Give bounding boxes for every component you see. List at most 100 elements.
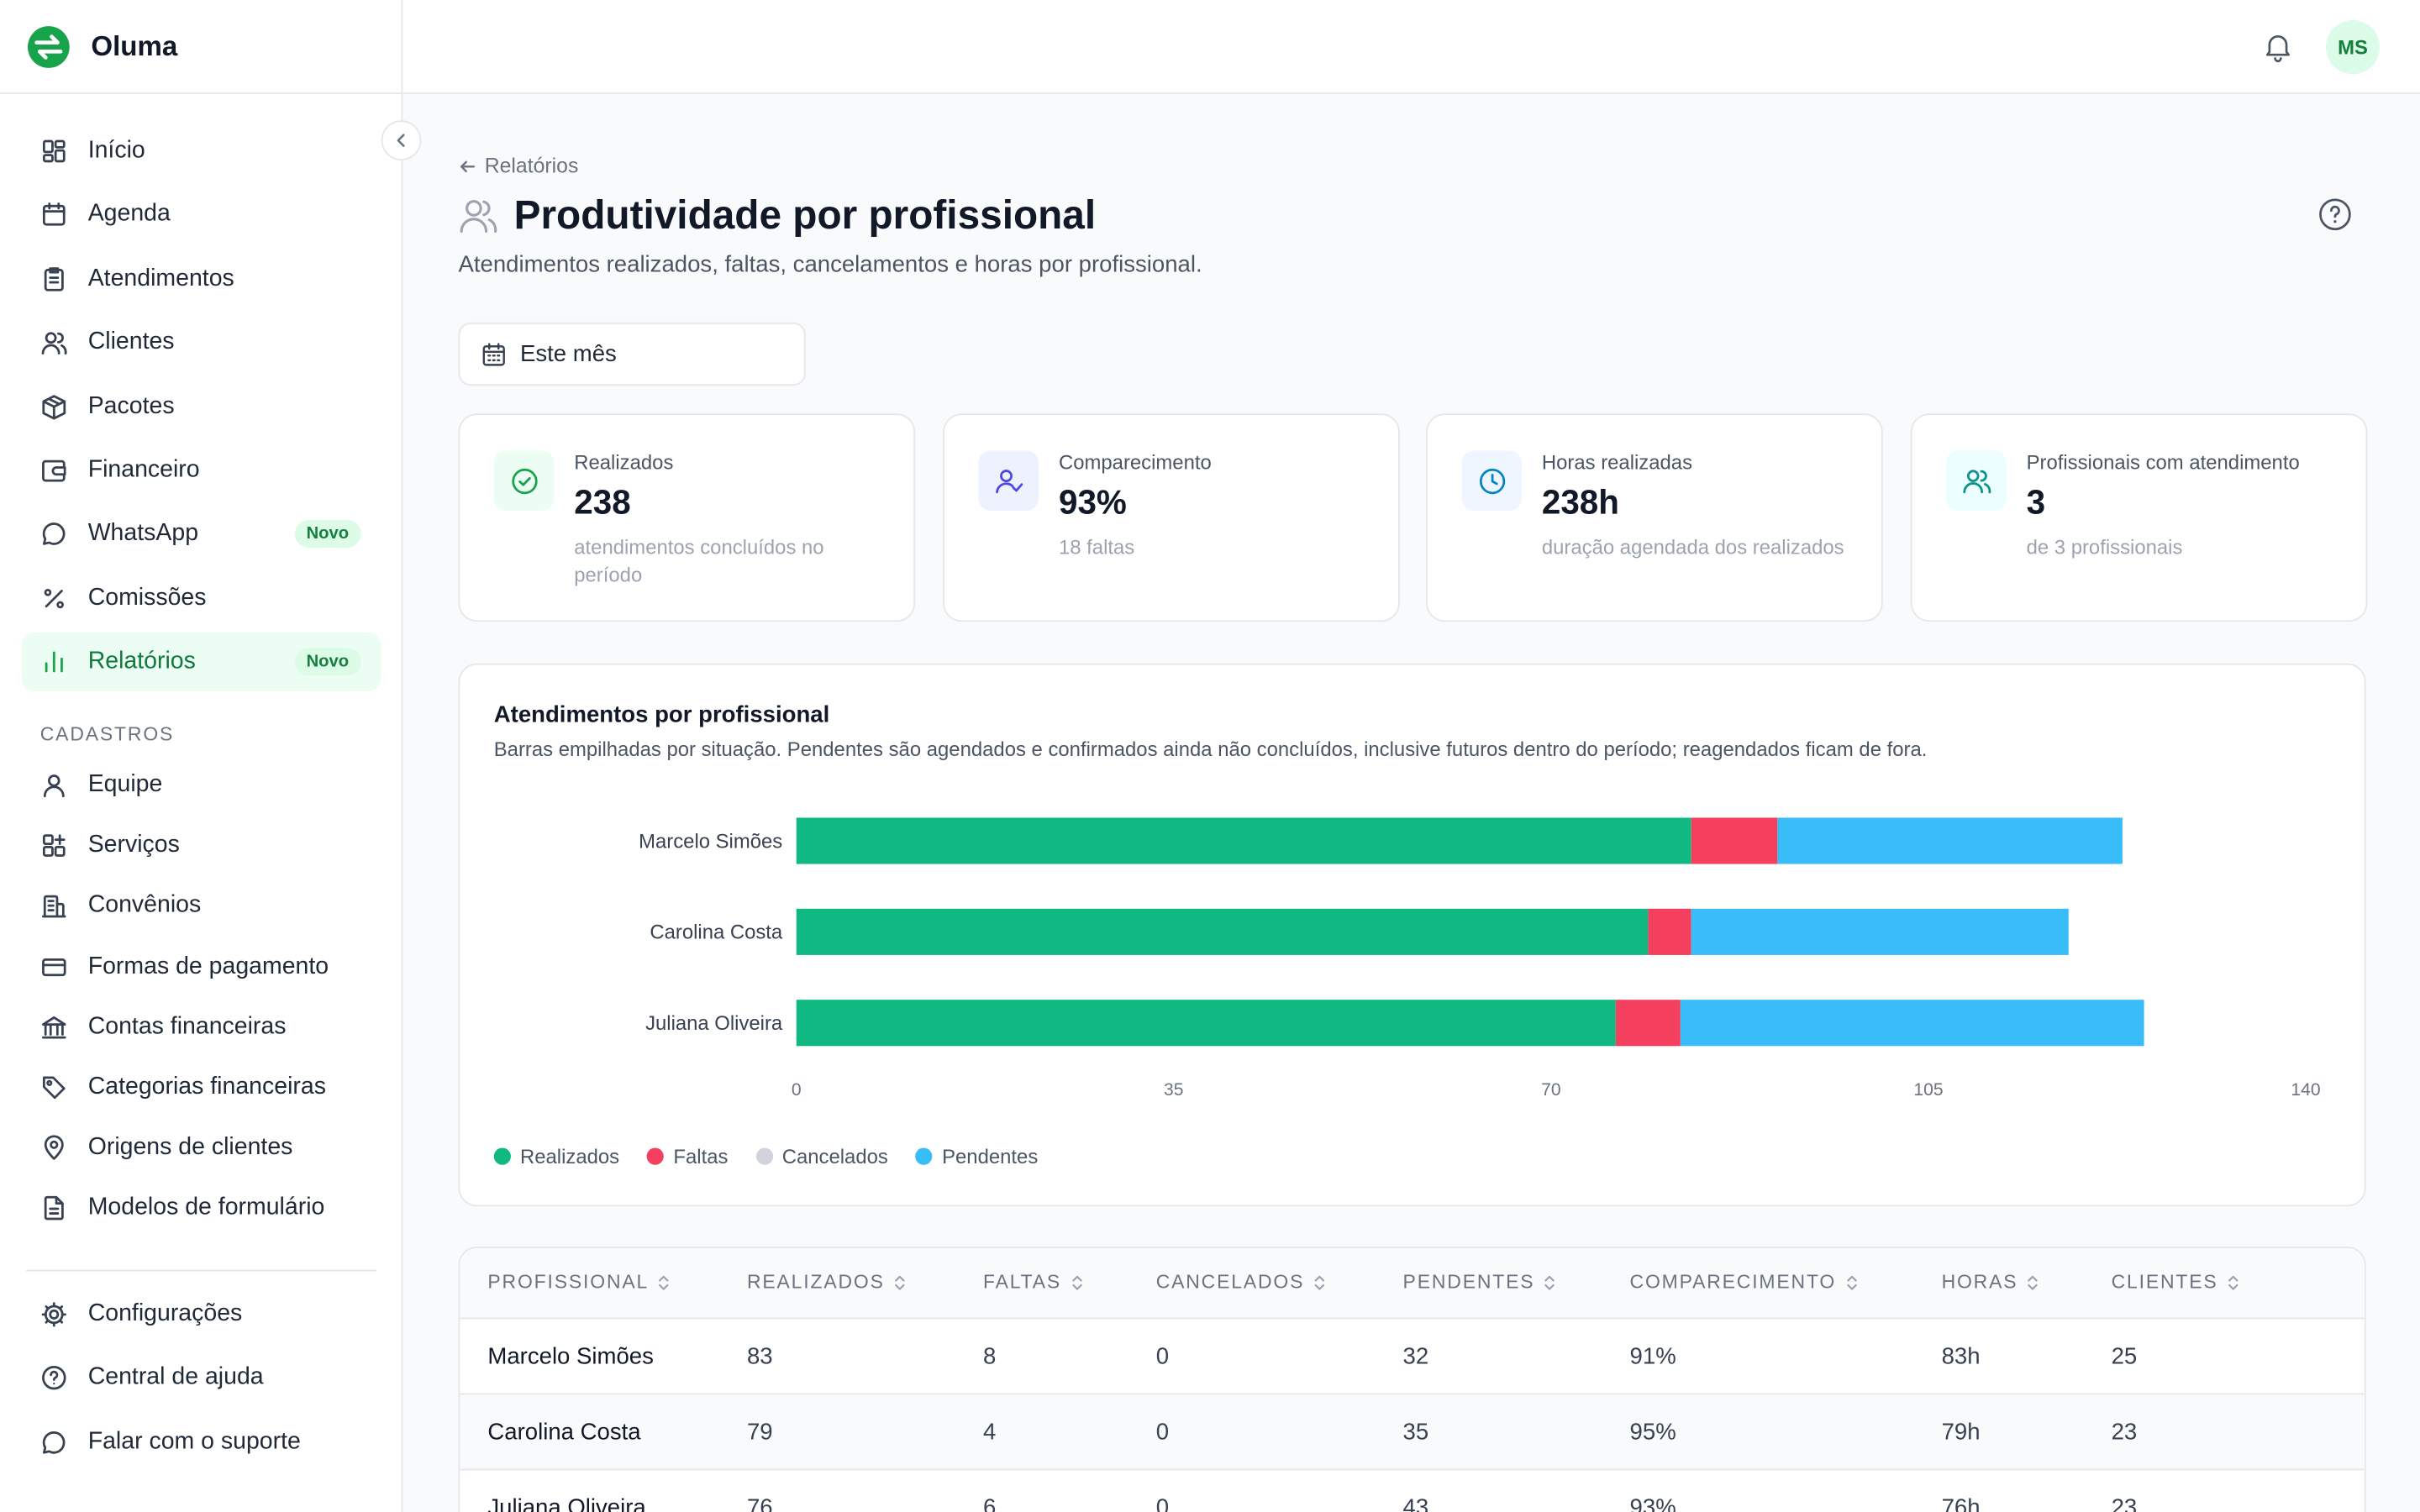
kpi-sub: de 3 profissionais bbox=[2026, 535, 2183, 559]
table-header: PROFISSIONAL REALIZADOS FALTAS CANCELADOS PE… bbox=[460, 1247, 2365, 1320]
legend-item-faltas[interactable]: Faltas bbox=[647, 1145, 728, 1168]
bar-segment-realizados[interactable] bbox=[796, 908, 1649, 955]
bar-segment-pendentes[interactable] bbox=[1777, 817, 2123, 864]
column-header-faltas[interactable]: FALTAS bbox=[983, 1271, 1083, 1293]
sidebar-item-formas-de-pagamento[interactable]: Formas de pagamento bbox=[22, 939, 381, 995]
column-header-cancelados[interactable]: CANCELADOS bbox=[1156, 1271, 1326, 1293]
sidebar-item-configuracoes[interactable]: Configurações bbox=[22, 1285, 381, 1344]
bar-segment-faltas[interactable] bbox=[1691, 817, 1778, 864]
sidebar-item-inicio[interactable]: Início bbox=[22, 122, 381, 181]
bell-icon[interactable] bbox=[2261, 29, 2295, 63]
legend-item-pendentes[interactable]: Pendentes bbox=[915, 1145, 1038, 1168]
table-row[interactable]: Marcelo Simões 83 8 0 32 91% 83h 25 bbox=[460, 1319, 2365, 1395]
sidebar-item-categorias-financeiras[interactable]: Categorias financeiras bbox=[22, 1060, 381, 1116]
sidebar-item-label: Serviços bbox=[87, 832, 180, 858]
table-cell-realizados: 79 bbox=[746, 1419, 773, 1446]
table-cell-cancelados: 0 bbox=[1155, 1494, 1170, 1512]
column-header-horas[interactable]: HORAS bbox=[1942, 1271, 2040, 1293]
breadcrumb[interactable]: Relatórios bbox=[458, 155, 578, 177]
bar-segment-realizados[interactable] bbox=[796, 1000, 1616, 1047]
help-circle-icon bbox=[40, 1364, 68, 1392]
sidebar-item-label: Categorias financeiras bbox=[87, 1074, 326, 1100]
kpi-value: 93% bbox=[1058, 482, 1127, 522]
map-pin-icon bbox=[40, 1134, 68, 1162]
sidebar-item-label: Início bbox=[87, 137, 145, 164]
credit-card-icon bbox=[40, 953, 68, 980]
sort-icon bbox=[1071, 1274, 1082, 1289]
column-header-label: CLIENTES bbox=[2111, 1271, 2218, 1294]
legend-label: Cancelados bbox=[781, 1144, 888, 1168]
percent-icon bbox=[40, 585, 68, 612]
bar-segment-pendentes[interactable] bbox=[1691, 908, 2069, 955]
users-icon bbox=[40, 329, 68, 357]
main-nav: Início Agenda Atendimentos Clientes Pacotes F… bbox=[21, 122, 381, 696]
chart-legend: Realizados Faltas Cancelados Pendentes bbox=[493, 1144, 1066, 1168]
chart-card: Atendimentos por profissional Barras emp… bbox=[458, 663, 2366, 1207]
kpi-card-horas: Horas realizadas 238h duração agendada d… bbox=[1426, 413, 1883, 622]
sidebar-item-servicos[interactable]: Serviços bbox=[22, 818, 381, 874]
sidebar-item-label: Atendimentos bbox=[87, 265, 234, 291]
table-row[interactable]: Juliana Oliveira 76 6 0 43 93% 76h 23 bbox=[460, 1470, 2364, 1512]
table-cell-faltas: 6 bbox=[982, 1494, 997, 1512]
table-cell-profissional: Carolina Costa bbox=[487, 1419, 641, 1446]
package-icon bbox=[40, 393, 68, 421]
sidebar-item-whatsapp[interactable]: WhatsApp Novo bbox=[22, 505, 381, 564]
building-icon bbox=[40, 892, 68, 920]
sidebar-item-label: Clientes bbox=[87, 328, 175, 355]
sidebar-item-origens-de-clientes[interactable]: Origens de clientes bbox=[22, 1121, 381, 1176]
column-header-clientes[interactable]: CLIENTES bbox=[2112, 1271, 2240, 1293]
sidebar-item-label: Configurações bbox=[87, 1300, 243, 1327]
legend-swatch bbox=[915, 1147, 934, 1165]
brand-name: Oluma bbox=[91, 29, 178, 61]
legend-item-cancelados[interactable]: Cancelados bbox=[755, 1144, 888, 1168]
column-header-pendentes[interactable]: PENDENTES bbox=[1403, 1271, 1557, 1293]
table-cell-comparecimento: 91% bbox=[1629, 1343, 1676, 1370]
kpi-value: 238 bbox=[574, 482, 631, 522]
sidebar-item-relatorios[interactable]: Relatórios Novo bbox=[21, 633, 381, 692]
category-label: Marcelo Simões bbox=[639, 830, 782, 853]
sidebar-item-clientes[interactable]: Clientes bbox=[22, 313, 381, 372]
sidebar-item-contas-financeiras[interactable]: Contas financeiras bbox=[22, 1000, 381, 1055]
sidebar-item-pacotes[interactable]: Pacotes bbox=[22, 377, 381, 436]
sidebar-item-falar-com-o-suporte[interactable]: Falar com o suporte bbox=[22, 1413, 381, 1472]
new-badge: Novo bbox=[293, 520, 361, 549]
oluma-logo-icon bbox=[27, 25, 70, 67]
bar-chart-icon bbox=[40, 648, 68, 676]
category-label: Carolina Costa bbox=[650, 921, 783, 944]
brand[interactable]: Oluma bbox=[0, 0, 402, 95]
page-title: Produtividade por profissional bbox=[513, 191, 1097, 238]
legend-item-realizados[interactable]: Realizados bbox=[493, 1145, 619, 1168]
table-row[interactable]: Carolina Costa 79 4 0 35 95% 79h 23 bbox=[460, 1394, 2365, 1471]
title-row: Produtividade por profissional bbox=[458, 192, 1096, 239]
sidebar-item-modelos-de-formulario[interactable]: Modelos de formulário bbox=[22, 1181, 381, 1236]
column-header-realizados[interactable]: REALIZADOS bbox=[747, 1271, 907, 1293]
kpi-card-profissionais: Profissionais com atendimento 3 de 3 pro… bbox=[1910, 413, 2368, 622]
tag-icon bbox=[40, 1074, 68, 1101]
column-header-profissional[interactable]: PROFISSIONAL bbox=[487, 1271, 670, 1293]
table-cell-clientes: 23 bbox=[2111, 1419, 2138, 1446]
kpi-sub: atendimentos concluídos no período bbox=[574, 535, 824, 586]
bar-segment-faltas[interactable] bbox=[1648, 908, 1691, 955]
cadastros-nav: Equipe Serviços Convênios Formas de pagamen… bbox=[22, 758, 381, 1242]
sidebar-item-central-de-ajuda[interactable]: Central de ajuda bbox=[22, 1349, 381, 1408]
sidebar-item-financeiro[interactable]: Financeiro bbox=[22, 441, 381, 500]
sidebar-item-label: Central de ajuda bbox=[87, 1364, 264, 1391]
sidebar-item-equipe[interactable]: Equipe bbox=[22, 758, 381, 813]
sidebar-item-atendimentos[interactable]: Atendimentos bbox=[22, 249, 381, 308]
sidebar-item-label: Origens de clientes bbox=[87, 1134, 293, 1161]
sort-icon bbox=[2028, 1274, 2039, 1289]
bar-segment-realizados[interactable] bbox=[796, 817, 1691, 864]
collapse-sidebar-button[interactable] bbox=[381, 120, 422, 161]
sidebar-item-label: Formas de pagamento bbox=[87, 953, 329, 979]
help-circle-icon[interactable] bbox=[2318, 197, 2352, 231]
avatar[interactable]: MS bbox=[2325, 19, 2381, 75]
clock-icon bbox=[1461, 450, 1522, 511]
bar-segment-faltas[interactable] bbox=[1615, 1000, 1681, 1047]
bar-segment-pendentes[interactable] bbox=[1680, 1000, 2144, 1047]
table-cell-cancelados: 0 bbox=[1155, 1343, 1170, 1370]
sidebar-item-comissoes[interactable]: Comissões bbox=[22, 569, 381, 627]
sidebar-item-agenda[interactable]: Agenda bbox=[22, 186, 381, 244]
sidebar-item-convenios[interactable]: Convênios bbox=[22, 879, 381, 934]
column-header-comparecimento[interactable]: COMPARECIMENTO bbox=[1630, 1271, 1858, 1293]
date-filter-button[interactable]: Este mês bbox=[458, 322, 806, 386]
